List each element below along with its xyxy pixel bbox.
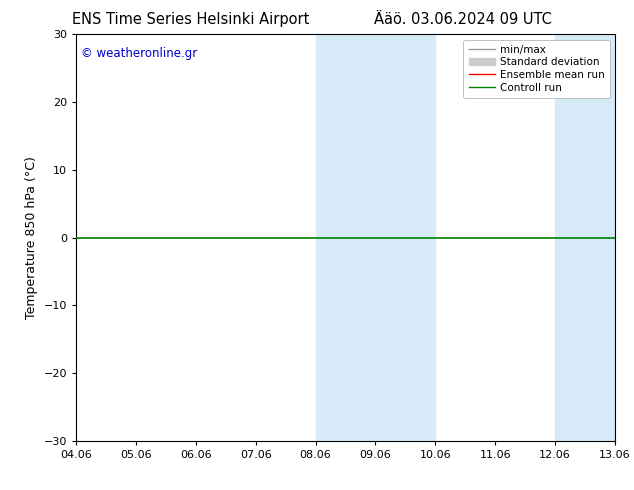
- Text: Ääö. 03.06.2024 09 UTC: Ääö. 03.06.2024 09 UTC: [374, 12, 552, 27]
- Text: © weatheronline.gr: © weatheronline.gr: [81, 47, 198, 59]
- Legend: min/max, Standard deviation, Ensemble mean run, Controll run: min/max, Standard deviation, Ensemble me…: [463, 40, 610, 98]
- Y-axis label: Temperature 850 hPa (°C): Temperature 850 hPa (°C): [25, 156, 38, 319]
- Bar: [555, 34, 615, 441]
- Text: ENS Time Series Helsinki Airport: ENS Time Series Helsinki Airport: [72, 12, 309, 27]
- Bar: [316, 34, 436, 441]
